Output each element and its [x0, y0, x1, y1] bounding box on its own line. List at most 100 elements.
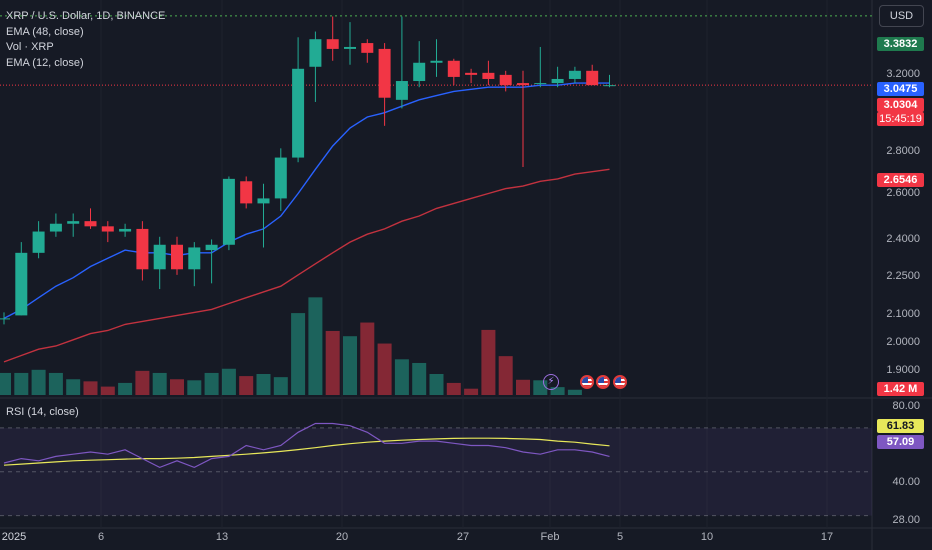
candle-body [84, 221, 97, 227]
price-tick: 2.1000 [886, 308, 920, 320]
candle-body [568, 70, 581, 79]
candle-body [292, 68, 305, 158]
candle-body [274, 157, 287, 199]
candle-body [0, 318, 10, 320]
price-tick: 2.8000 [886, 145, 920, 157]
candle-body [49, 223, 62, 232]
ema48-price-label: 2.6546 [877, 173, 924, 187]
candle-body [447, 60, 460, 77]
candle-body [603, 85, 616, 87]
volume-bar [170, 379, 184, 395]
time-tick: 13 [215, 531, 229, 543]
volume-bar [0, 372, 11, 395]
volume-bar [516, 379, 530, 395]
candle-body [153, 244, 166, 270]
us-flag-icon[interactable] [613, 375, 627, 389]
price-tick: 2.6000 [886, 187, 920, 199]
volume-bar [273, 377, 288, 395]
volume-bar [204, 372, 219, 395]
volume-bar [308, 297, 323, 395]
rsi-tick: 80.00 [892, 400, 920, 412]
volume-legend[interactable]: Vol · XRP [6, 41, 54, 53]
candle-body [136, 228, 149, 270]
price-tick: 3.2000 [886, 68, 920, 80]
candle-body [534, 83, 547, 85]
rsi-tick: 40.00 [892, 476, 920, 488]
ema12-legend[interactable]: EMA (12, close) [6, 57, 84, 69]
volume-bar [291, 313, 306, 395]
candle-body [395, 81, 408, 100]
volume-bar [83, 381, 98, 395]
time-tick: 27 [456, 531, 470, 543]
volume-bar [498, 356, 513, 395]
candle-body [32, 231, 45, 253]
candle-body [586, 70, 599, 86]
volume-label: 1.42 M [877, 382, 924, 396]
high-price-label: 3.3832 [877, 37, 924, 51]
volume-bar [256, 374, 271, 395]
candle-body [344, 46, 356, 49]
candle-body [171, 244, 183, 270]
volume-bar [135, 370, 150, 395]
time-tick: 10 [700, 531, 714, 543]
volume-bar [567, 389, 582, 395]
volume-bar [31, 369, 46, 395]
symbol-legend[interactable]: XRP / U.S. Dollar, 1D, BINANCE [6, 10, 166, 22]
ema48-line [3, 168, 610, 363]
candle-body [222, 178, 235, 245]
time-tick: Feb [540, 531, 560, 543]
time-tick: 2025 [1, 531, 27, 543]
candle-body [551, 78, 564, 84]
volume-bar [152, 372, 167, 395]
rsi-legend[interactable]: RSI (14, close) [6, 406, 79, 418]
bar-countdown-label: 15:45:19 [877, 112, 924, 126]
candle-body [413, 62, 426, 82]
price-tick: 2.4000 [886, 233, 920, 245]
ema12-line [3, 82, 610, 320]
candle-body [309, 39, 322, 67]
us-flag-icon[interactable] [596, 375, 610, 389]
volume-bar [412, 362, 427, 395]
currency-button[interactable]: USD [879, 5, 924, 27]
lightning-icon[interactable]: ⚡ [543, 374, 559, 390]
candle-body [361, 43, 374, 53]
price-tick: 1.9000 [886, 364, 920, 376]
candle-body [188, 247, 201, 270]
volume-bar [343, 336, 357, 395]
candle-body [430, 60, 443, 63]
rsi-tick: 28.00 [892, 514, 920, 526]
volume-bar [360, 322, 375, 395]
volume-bar [429, 374, 444, 395]
volume-bar [187, 380, 202, 395]
candle-body [517, 83, 529, 86]
candle-body [240, 181, 253, 204]
volume-bar [14, 372, 29, 395]
time-tick: 20 [335, 531, 349, 543]
price-tick: 2.0000 [886, 336, 920, 348]
candle-body [15, 252, 28, 316]
rsi-ma-label: 61.83 [877, 419, 924, 433]
volume-bar [481, 329, 496, 395]
rsi-ma-line [3, 437, 610, 466]
candle-body [326, 39, 339, 49]
volume-bar [377, 343, 392, 395]
volume-bar [239, 376, 254, 395]
volume-bar [100, 386, 115, 395]
volume-bar [394, 359, 409, 395]
volume-bar [48, 372, 63, 395]
us-flag-icon[interactable] [580, 375, 594, 389]
candle-body [119, 228, 132, 232]
time-tick: 5 [616, 531, 624, 543]
ema48-legend[interactable]: EMA (48, close) [6, 26, 84, 38]
candle-body [101, 226, 114, 232]
volume-bar [550, 387, 565, 395]
volume-bar [446, 382, 461, 395]
rsi-value-label: 57.09 [877, 435, 924, 449]
time-tick: 6 [97, 531, 105, 543]
volume-bar [66, 379, 81, 395]
candle-body [499, 74, 512, 86]
volume-bar [325, 330, 340, 395]
ema12-price-label: 3.0475 [877, 82, 924, 96]
price-tick: 2.2500 [886, 270, 920, 282]
